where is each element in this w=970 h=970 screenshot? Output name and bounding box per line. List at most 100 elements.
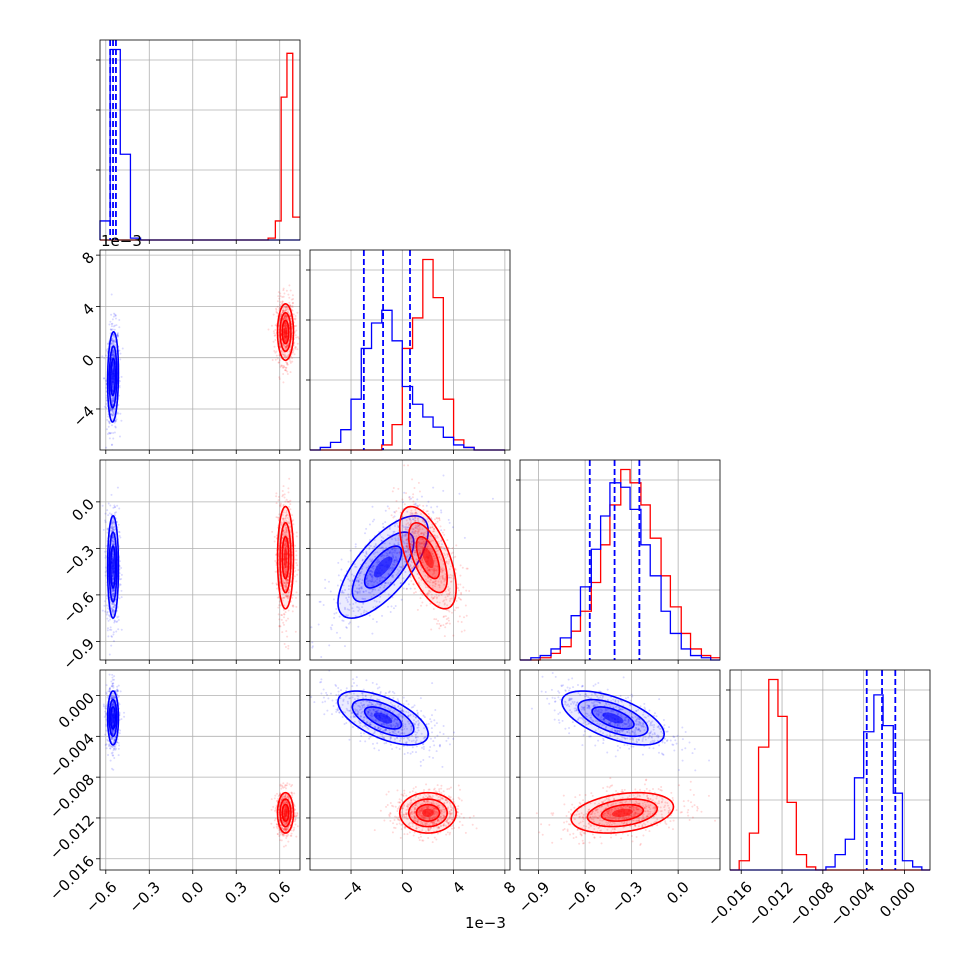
scatter-point: [431, 552, 434, 555]
scatter-point: [414, 526, 417, 529]
scatter-point: [451, 551, 454, 554]
scatter-point: [285, 345, 288, 348]
scatter-point: [411, 518, 414, 521]
scatter-point: [286, 500, 289, 503]
scatter-point: [358, 572, 361, 575]
scatter-point: [463, 629, 466, 632]
scatter-point: [112, 363, 115, 366]
scatter-point: [119, 358, 122, 361]
scatter-point: [285, 314, 288, 317]
scatter-point: [294, 334, 297, 337]
scatter-point: [408, 496, 411, 499]
scatter-point: [441, 575, 444, 578]
scatter-point: [111, 388, 114, 391]
scatter-point: [385, 551, 388, 554]
scatter-point: [104, 743, 107, 746]
scatter-point: [443, 547, 446, 550]
scatter-point: [347, 560, 350, 563]
scatter-point: [107, 514, 110, 517]
scatter-point: [274, 339, 277, 342]
scatter-point: [106, 418, 109, 421]
scatter-point: [289, 289, 292, 292]
scatter-point: [287, 595, 290, 598]
scatter-point: [420, 495, 423, 498]
scatter-point: [285, 619, 288, 622]
scatter-point: [284, 568, 287, 571]
scatter-point: [356, 606, 359, 609]
scatter-point: [355, 587, 358, 590]
scatter-point: [113, 756, 116, 759]
scatter-point: [406, 528, 409, 531]
scatter-point: [413, 549, 416, 552]
scatter-point: [387, 605, 390, 608]
scatter-point: [423, 518, 426, 521]
scatter-point: [405, 542, 408, 545]
scatter-point: [108, 744, 111, 747]
hist-blue-0: [99, 48, 300, 241]
scatter-point: [110, 424, 113, 427]
scatter-point: [282, 310, 285, 313]
scatter-point: [451, 611, 454, 614]
scatter-point: [112, 522, 115, 525]
scatter-point: [275, 583, 278, 586]
scatter-point: [280, 613, 283, 616]
scatter-point: [366, 576, 369, 579]
scatter-point: [114, 598, 117, 601]
scatter-point: [413, 564, 416, 567]
scatter-point: [434, 580, 437, 583]
scatter-point: [370, 575, 373, 578]
scatter-point: [398, 551, 401, 554]
scatter-point: [111, 534, 114, 537]
scatter-point: [373, 581, 376, 584]
scatter-point: [358, 608, 361, 611]
scatter-point: [421, 542, 424, 545]
scatter-point: [281, 514, 284, 517]
scatter-point: [410, 560, 413, 563]
scatter-point: [112, 540, 115, 543]
scatter-point: [369, 580, 372, 583]
scatter-point: [118, 326, 121, 329]
scatter-point: [343, 645, 346, 648]
scatter-point: [422, 518, 425, 521]
scatter-point: [411, 530, 414, 533]
scatter-point: [286, 596, 289, 599]
scatter-point: [118, 597, 121, 600]
scatter-point: [354, 545, 357, 548]
scatter-point: [436, 622, 439, 625]
scatter-point: [366, 584, 369, 587]
scatter-point: [438, 627, 441, 630]
scatter-point: [111, 528, 114, 531]
scatter-point: [407, 551, 410, 554]
scatter-point: [360, 612, 363, 615]
scatter-point: [364, 555, 367, 558]
scatter-point: [275, 554, 278, 557]
scatter-point: [283, 366, 286, 369]
scatter-point: [407, 548, 410, 551]
scatter-point: [430, 593, 433, 596]
scatter-point: [112, 365, 115, 368]
scatter-point: [289, 304, 292, 307]
scatter-point: [283, 613, 286, 616]
scatter-point: [111, 414, 114, 417]
scatter-point: [443, 578, 446, 581]
scatter-point: [116, 334, 119, 337]
scatter-point: [335, 608, 338, 611]
scatter-point: [342, 591, 345, 594]
scatter-point: [348, 603, 351, 606]
scatter-point: [283, 316, 286, 319]
scatter-point: [411, 496, 414, 499]
scatter-point: [295, 324, 298, 327]
scatter-point: [340, 568, 343, 571]
scatter-point: [418, 552, 421, 555]
scatter-point: [116, 689, 119, 692]
scatter-point: [111, 527, 114, 530]
scatter-point: [421, 545, 424, 548]
scatter-point: [286, 311, 289, 314]
scatter-point: [393, 559, 396, 562]
scatter-point: [111, 409, 114, 412]
scatter-point: [400, 598, 403, 601]
scatter-point: [113, 589, 116, 592]
scatter-point: [417, 524, 420, 527]
scatter-point: [116, 741, 119, 744]
scatter-point: [118, 560, 121, 563]
